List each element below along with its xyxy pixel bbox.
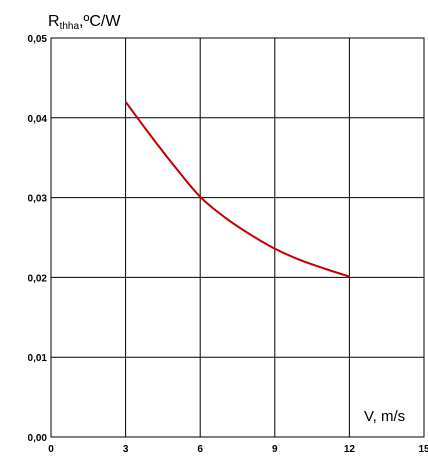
y-tick-label: 0,05 [28, 34, 48, 45]
x-tick-label: 0 [48, 444, 54, 455]
x-tick-label: 9 [272, 444, 278, 455]
y-axis-title: Rthha,ºC/W [48, 13, 121, 32]
x-tick-label: 6 [197, 444, 203, 455]
y-tick-label: 0,04 [28, 114, 48, 125]
x-tick-label: 15 [418, 444, 428, 455]
tick-labels: 0 3 6 9 12 15 0,00 0,01 0,02 0,03 0,04 0,05 [28, 34, 428, 455]
y-axis-title-sub: thha [60, 21, 80, 32]
grid [51, 38, 424, 437]
y-axis-title-unit: ,ºC/W [79, 13, 121, 30]
series-line [124, 101, 350, 278]
plot-frame [50, 37, 425, 438]
y-axis-title-main: R [48, 13, 60, 30]
x-tick-label: 3 [123, 444, 129, 455]
y-tick-label: 0,00 [28, 433, 48, 444]
x-axis-title: V, m/s [364, 408, 405, 425]
y-tick-label: 0,03 [28, 194, 48, 205]
y-tick-label: 0,02 [28, 273, 48, 284]
x-tick-label: 12 [344, 444, 356, 455]
y-tick-label: 0,01 [28, 353, 48, 364]
